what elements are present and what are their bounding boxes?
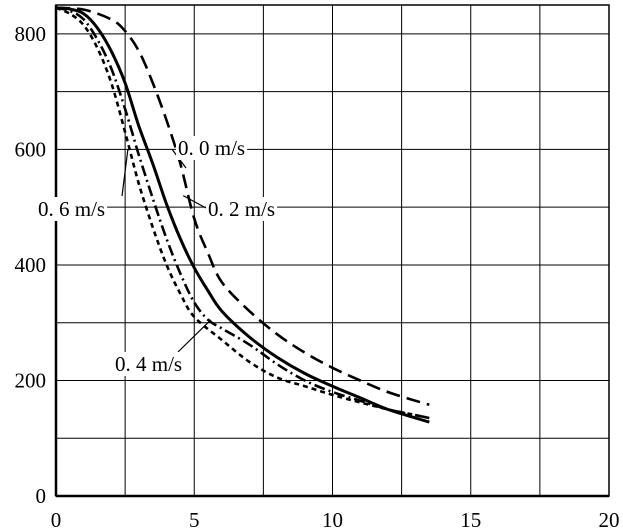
- y-tick-label: 0: [36, 484, 47, 508]
- x-tick-label: 15: [460, 508, 481, 529]
- series-line-3: [55, 6, 430, 420]
- x-tick-label: 0: [51, 508, 62, 529]
- annotation-leader: [182, 195, 207, 209]
- annotation-background: [176, 136, 248, 160]
- x-tick-label: 5: [189, 508, 200, 529]
- series-lines: [55, 6, 430, 424]
- x-tick-label: 20: [599, 508, 620, 529]
- y-tick-label: 400: [15, 253, 47, 277]
- annotation-background: [206, 197, 278, 221]
- series-line-2: [55, 6, 430, 420]
- annotation-leader: [121, 149, 129, 197]
- x-tick-label: 10: [322, 508, 343, 529]
- annotation-background: [36, 197, 108, 221]
- annotation-label: 0. 0 m/s: [178, 136, 245, 160]
- annotation-label: 0. 2 m/s: [208, 197, 275, 221]
- x-tick-labels: 0 5 10 15 20: [51, 508, 620, 529]
- y-tick-label: 600: [15, 137, 47, 161]
- annotation-label: 0. 6 m/s: [38, 197, 105, 221]
- annotation-background: [113, 352, 185, 376]
- axes: [54, 4, 610, 498]
- grid-lines: [56, 5, 609, 496]
- series-line-1: [55, 6, 430, 424]
- y-tick-label: 200: [15, 368, 47, 392]
- annotations: 0. 0 m/s 0. 2 m/s 0. 6 m/s 0. 4 m/s: [36, 136, 278, 376]
- series-line-0: [55, 6, 430, 406]
- annotation-label: 0. 4 m/s: [115, 352, 182, 376]
- annotation-leader: [177, 319, 212, 353]
- y-tick-label: 800: [15, 22, 47, 46]
- y-tick-labels: 0 200 400 600 800: [15, 22, 47, 508]
